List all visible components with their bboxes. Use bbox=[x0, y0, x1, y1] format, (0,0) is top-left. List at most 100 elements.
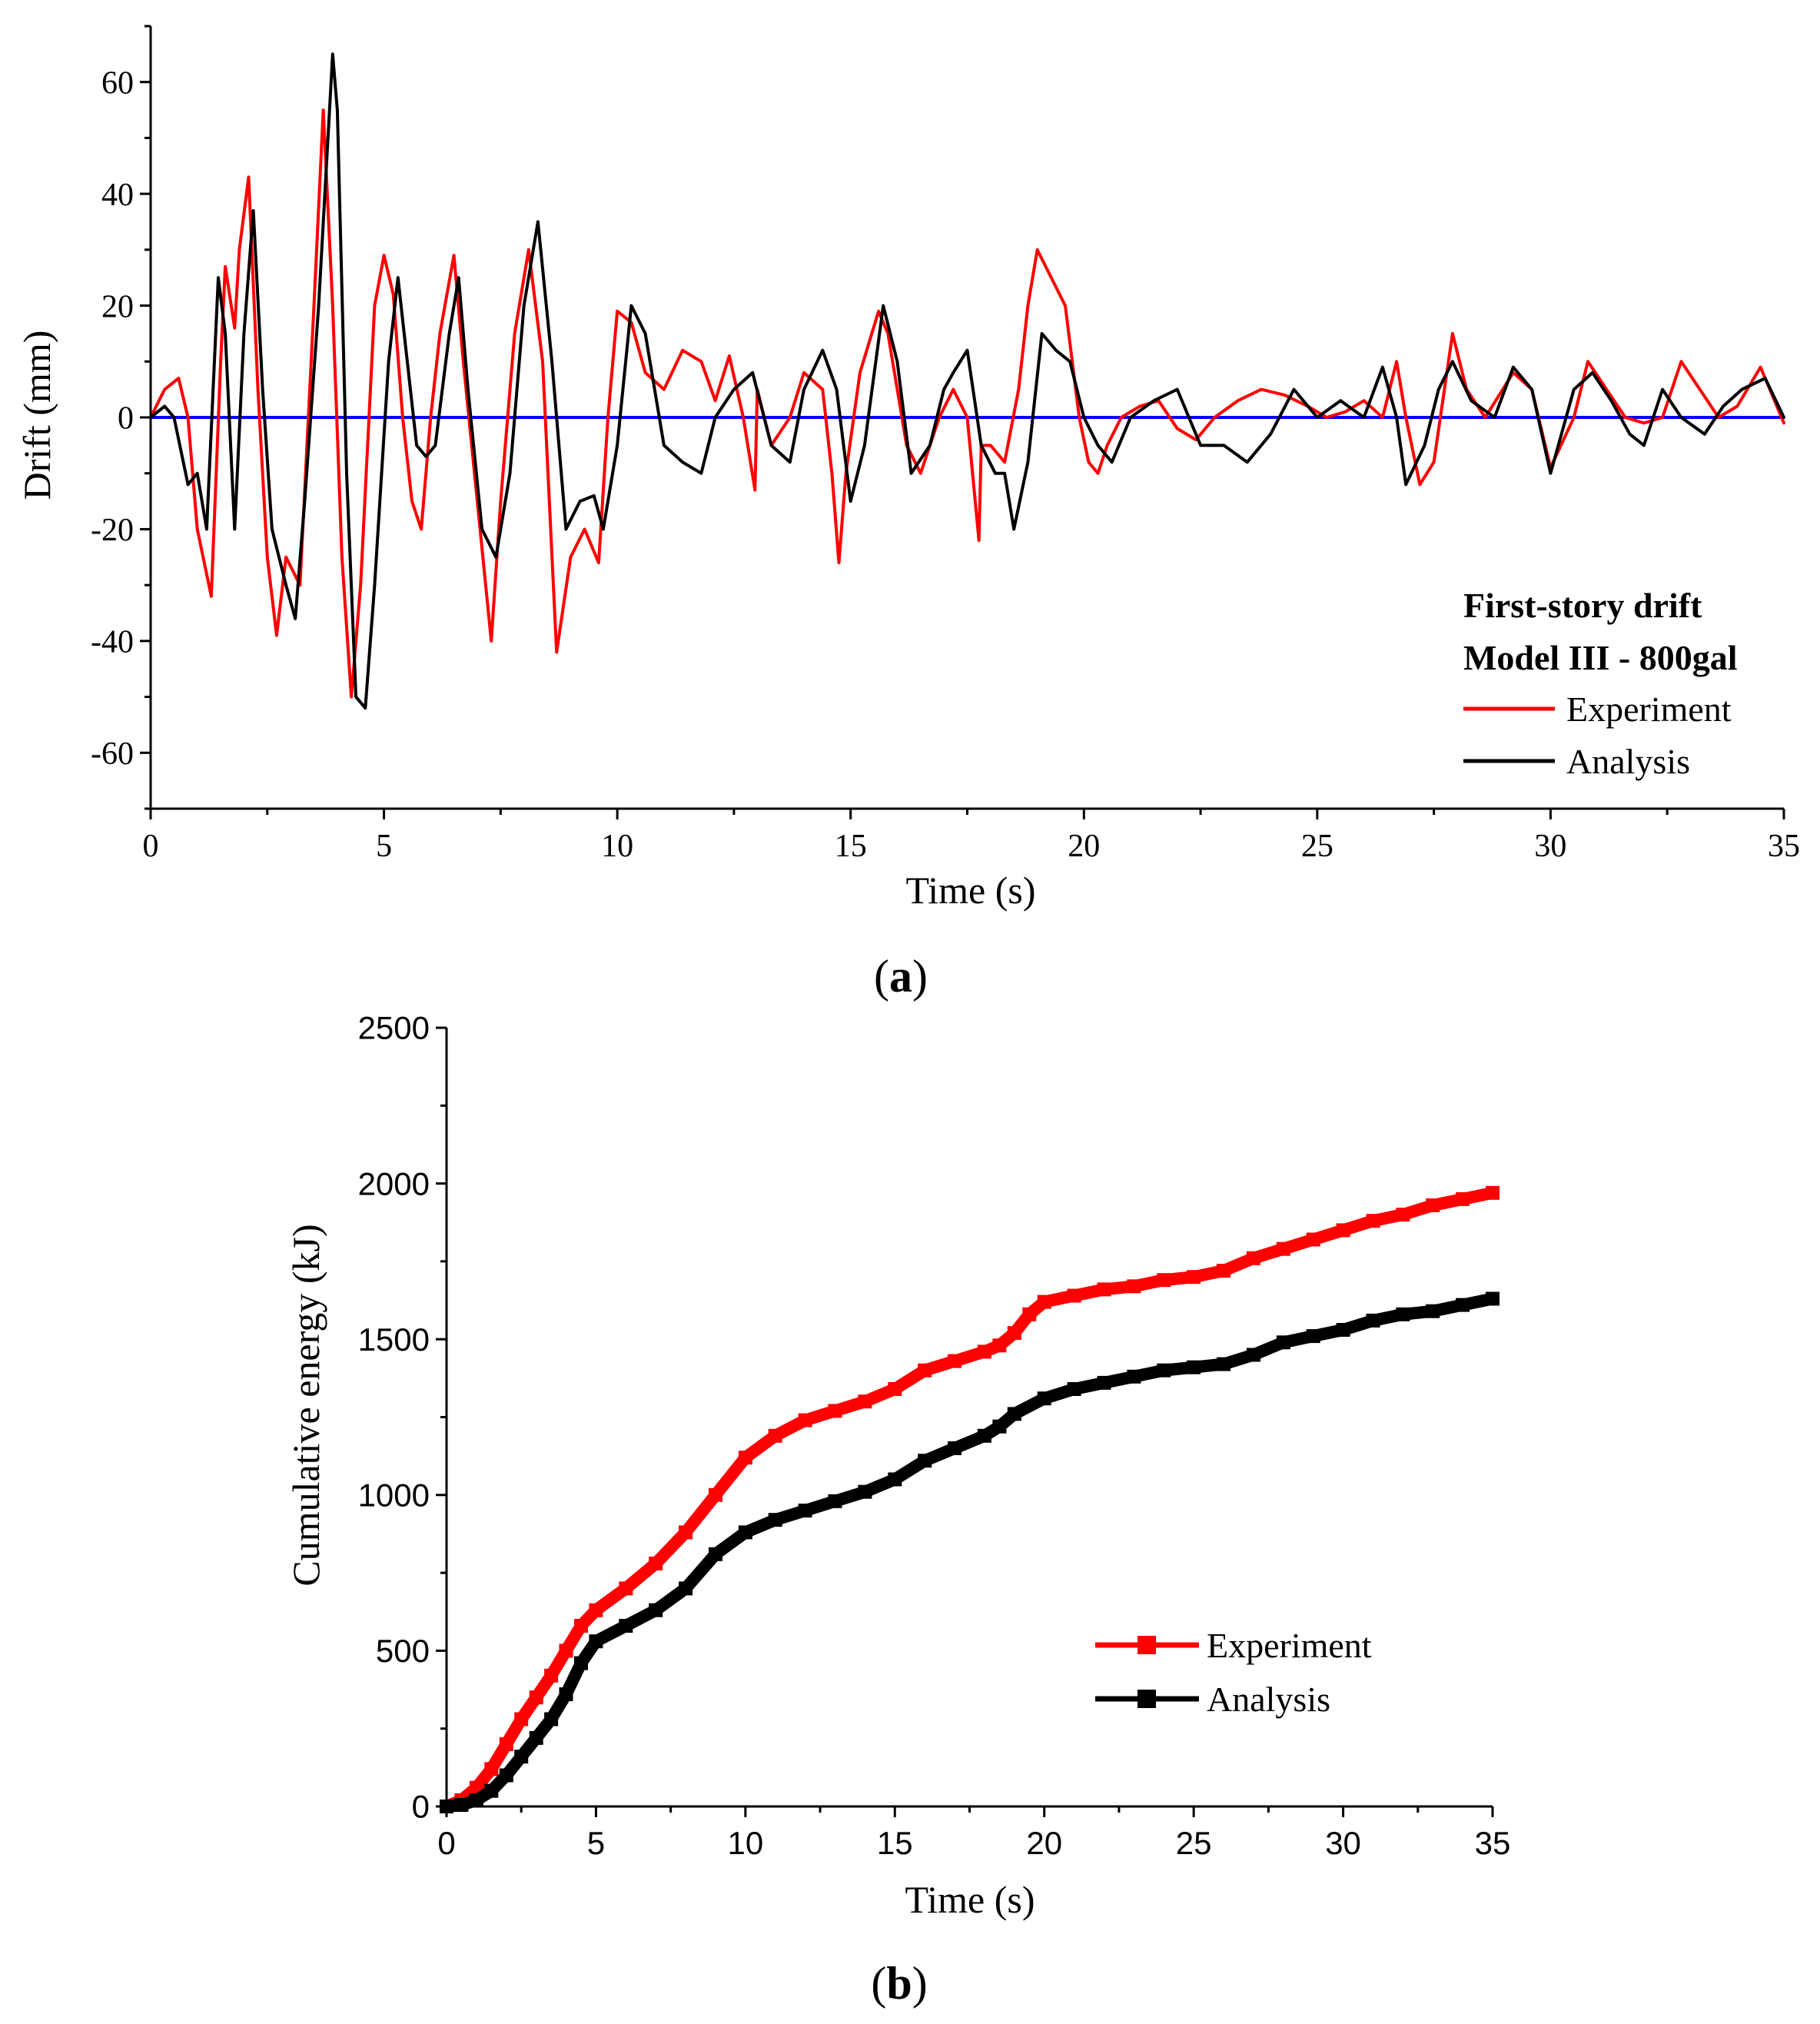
energy-point-analysis bbox=[499, 1768, 513, 1783]
drift-x-tick-label: 35 bbox=[1768, 829, 1800, 864]
drift-y-tick-label: -20 bbox=[91, 513, 134, 548]
drift-x-tick-label: 0 bbox=[143, 829, 159, 864]
energy-point-experiment bbox=[484, 1762, 499, 1776]
energy-x-tick-label: 10 bbox=[727, 1825, 763, 1861]
drift-series-analysis bbox=[149, 52, 1785, 710]
drift-y-tick-label: -40 bbox=[91, 625, 134, 660]
energy-point-experiment bbox=[1067, 1288, 1081, 1303]
energy-point-experiment bbox=[888, 1382, 902, 1396]
energy-y-tick-label: 1000 bbox=[358, 1477, 430, 1514]
energy-point-experiment bbox=[1022, 1307, 1037, 1321]
energy-point-experiment bbox=[499, 1737, 513, 1751]
drift-x-tick-label: 30 bbox=[1534, 829, 1566, 864]
drift-y-axis-label: Drift (mm) bbox=[15, 331, 58, 500]
energy-point-experiment bbox=[1127, 1279, 1141, 1294]
energy-point-experiment bbox=[1097, 1282, 1111, 1297]
drift-x-tick-label: 5 bbox=[376, 829, 392, 864]
legend-experiment-label: Experiment bbox=[1566, 690, 1732, 729]
energy-point-experiment bbox=[1246, 1251, 1260, 1265]
energy-x-tick-label: 25 bbox=[1176, 1825, 1212, 1861]
drift-y-tick-label: 0 bbox=[118, 401, 134, 437]
energy-point-analysis bbox=[1366, 1313, 1380, 1328]
energy-point-analysis bbox=[1127, 1369, 1141, 1384]
energy-point-analysis bbox=[1037, 1391, 1051, 1406]
energy-point-analysis bbox=[709, 1547, 722, 1561]
energy-point-experiment bbox=[1426, 1198, 1440, 1212]
energy-x-tick-label: 5 bbox=[587, 1825, 605, 1861]
energy-y-tick-label: 500 bbox=[376, 1633, 430, 1669]
drift-y-tick-label: 60 bbox=[101, 65, 134, 101]
energy-point-analysis bbox=[559, 1687, 573, 1702]
energy-point-analysis bbox=[977, 1428, 991, 1443]
drift-y-tick-label: 40 bbox=[101, 178, 134, 213]
energy-point-experiment bbox=[858, 1394, 872, 1409]
drift-legend: First-story drift Model III - 800gal Exp… bbox=[1463, 586, 1738, 781]
panel-label-b: (b) bbox=[871, 1958, 927, 2009]
energy-point-experiment bbox=[1157, 1273, 1171, 1288]
energy-point-experiment bbox=[768, 1428, 782, 1443]
energy-point-experiment bbox=[1276, 1241, 1290, 1256]
drift-y-tick-label: -60 bbox=[91, 736, 134, 772]
energy-point-analysis bbox=[1306, 1329, 1320, 1344]
energy-point-analysis bbox=[1276, 1335, 1290, 1350]
legend-title-line-2: Model III - 800gal bbox=[1463, 638, 1738, 677]
drift-plot-area bbox=[149, 52, 1785, 710]
energy-point-analysis bbox=[589, 1634, 603, 1649]
energy-point-analysis bbox=[768, 1513, 782, 1527]
energy-point-analysis bbox=[828, 1494, 842, 1508]
energy-point-analysis bbox=[454, 1798, 469, 1812]
energy-point-analysis bbox=[679, 1581, 693, 1596]
energy-point-analysis bbox=[992, 1419, 1007, 1434]
energy-plot-area bbox=[440, 1185, 1500, 1813]
energy-series-experiment bbox=[440, 1186, 1499, 1813]
energy-legend: Experiment Analysis bbox=[1095, 1626, 1372, 1719]
energy-point-experiment bbox=[709, 1487, 722, 1502]
energy-point-experiment bbox=[619, 1581, 633, 1596]
drift-x-tick-label: 20 bbox=[1068, 829, 1100, 864]
energy-series-analysis bbox=[440, 1292, 1499, 1813]
energy-x-tick-label: 35 bbox=[1475, 1825, 1511, 1861]
energy-point-experiment bbox=[977, 1344, 991, 1359]
energy-point-analysis bbox=[1007, 1407, 1021, 1421]
energy-point-experiment bbox=[948, 1354, 962, 1368]
energy-point-analysis bbox=[1486, 1291, 1500, 1306]
energy-point-experiment bbox=[738, 1451, 752, 1465]
energy-point-analysis bbox=[1396, 1307, 1410, 1321]
energy-point-experiment bbox=[1396, 1208, 1410, 1222]
energy-point-analysis bbox=[1336, 1323, 1350, 1337]
energy-point-analysis bbox=[529, 1730, 543, 1745]
energy-axes: 0 5 10 15 20 25 30 35 0 500 1000 1500 2000 2500 bbox=[358, 1010, 1511, 1861]
legend-b-experiment-label: Experiment bbox=[1207, 1626, 1372, 1665]
energy-point-experiment bbox=[574, 1619, 588, 1633]
legend-analysis-label: Analysis bbox=[1566, 742, 1690, 781]
energy-point-experiment bbox=[544, 1668, 559, 1683]
energy-point-analysis bbox=[544, 1712, 559, 1727]
panel-label-a: (a) bbox=[874, 951, 928, 1002]
energy-point-analysis bbox=[1456, 1298, 1470, 1312]
drift-x-tick-label: 10 bbox=[601, 829, 633, 864]
energy-point-analysis bbox=[858, 1484, 872, 1499]
energy-point-analysis bbox=[1067, 1382, 1081, 1396]
energy-point-experiment bbox=[828, 1404, 842, 1418]
legend-b-experiment-marker bbox=[1138, 1636, 1156, 1654]
energy-point-experiment bbox=[1456, 1191, 1470, 1206]
drift-x-axis-label: Time (s) bbox=[905, 869, 1035, 912]
energy-point-analysis bbox=[738, 1525, 752, 1540]
panel-label-b-letter: b bbox=[886, 1958, 912, 2009]
energy-chart: 0 5 10 15 20 25 30 35 0 500 1000 1500 2000 2500 Time … bbox=[284, 1010, 1510, 2009]
legend-b-analysis-label: Analysis bbox=[1207, 1680, 1330, 1719]
energy-point-analysis bbox=[1157, 1363, 1171, 1378]
energy-point-analysis bbox=[1097, 1375, 1111, 1390]
energy-x-tick-label: 30 bbox=[1325, 1825, 1361, 1861]
drift-y-tick-label: 20 bbox=[101, 289, 134, 324]
energy-point-analysis bbox=[798, 1504, 812, 1518]
energy-point-analysis bbox=[1246, 1348, 1260, 1362]
energy-point-experiment bbox=[918, 1363, 932, 1378]
energy-point-analysis bbox=[1217, 1357, 1230, 1371]
energy-point-analysis bbox=[1187, 1360, 1201, 1374]
energy-point-experiment bbox=[514, 1712, 529, 1727]
energy-point-experiment bbox=[589, 1603, 603, 1617]
legend-b-analysis-marker bbox=[1138, 1690, 1156, 1708]
